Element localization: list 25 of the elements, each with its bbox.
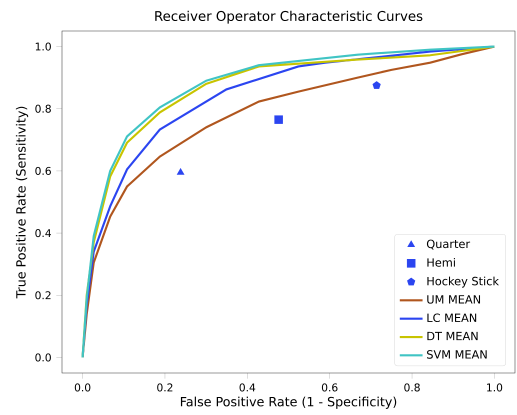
y-tick-label: 0.2: [35, 291, 51, 300]
y-tick-label: 1.0: [36, 42, 51, 51]
y-tick-label: 0.0: [35, 353, 51, 362]
legend-label: DT MEAN: [427, 332, 478, 340]
point: [274, 115, 283, 124]
x-tick-label: 0.0: [74, 383, 90, 392]
y-tick-label: 0.6: [35, 166, 51, 175]
legend-label: SVM MEAN: [427, 350, 487, 359]
x-tick-label: 0.4: [240, 383, 256, 392]
x-tick-label: 0.6: [322, 383, 338, 392]
x-tick-label: 1.0: [487, 383, 502, 392]
y-axis-title: True Positive Rate (Sensitivity): [16, 106, 28, 298]
legend-label: LC MEAN: [427, 313, 476, 322]
legend-label: Hemi: [427, 258, 455, 267]
legend-label: UM MEAN: [427, 295, 480, 304]
y-tick-label: 0.8: [35, 104, 51, 113]
x-axis-title: False Positive Rate (1 - Specificity): [180, 396, 396, 409]
x-tick-label: 0.8: [404, 383, 420, 392]
legend-label: Hockey Stick: [427, 276, 499, 288]
chart-title: Receiver Operator Characteristic Curves: [155, 10, 422, 24]
x-tick-label: 0.2: [157, 383, 172, 392]
point: [176, 168, 184, 175]
y-tick-label: 0.4: [35, 229, 52, 238]
point: [372, 81, 381, 89]
legend-label: Quarter: [426, 240, 470, 250]
